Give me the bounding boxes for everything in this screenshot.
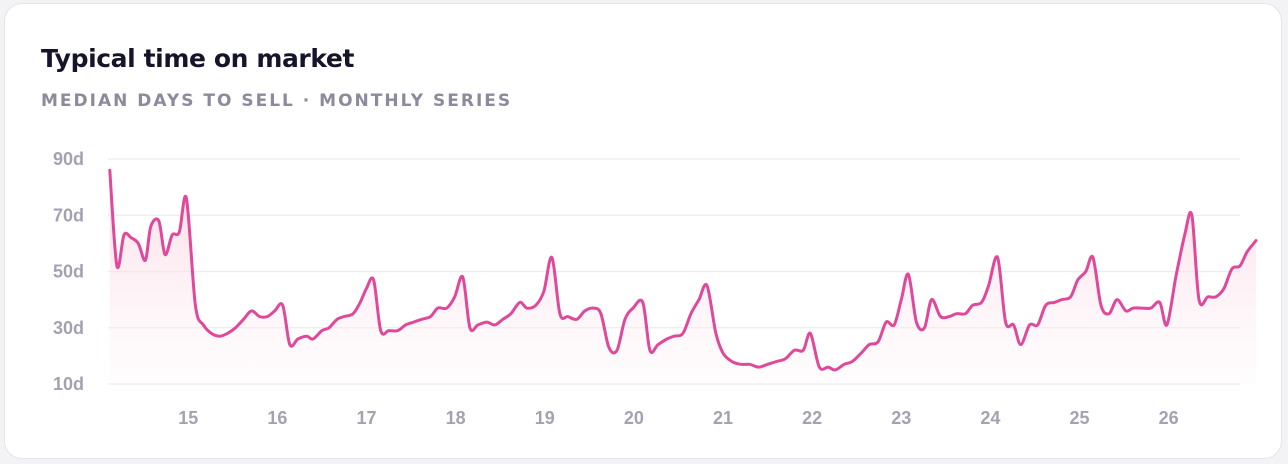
x-tick-label: 25 xyxy=(1070,408,1090,428)
x-tick-label: 24 xyxy=(980,408,1000,428)
series-line-layer xyxy=(108,168,1258,372)
area-fill-layer xyxy=(109,170,1256,384)
x-tick-label: 22 xyxy=(802,408,822,428)
x-tick-label: 20 xyxy=(624,408,644,428)
x-tick-label: 19 xyxy=(535,408,555,428)
x-tick-label: 23 xyxy=(891,408,911,428)
series-line xyxy=(108,168,1258,372)
y-tick-label: 90d xyxy=(53,149,84,169)
series-area xyxy=(109,170,1256,384)
x-tick-label: 21 xyxy=(713,408,733,428)
y-tick-label: 70d xyxy=(53,205,84,225)
chart-title: Typical time on market xyxy=(41,44,355,73)
y-axis-ticks: 90d 70d 50d 30d 10d xyxy=(53,149,84,394)
y-tick-label: 50d xyxy=(53,262,84,282)
x-tick-label: 15 xyxy=(178,408,198,428)
x-axis-ticks: 15 16 17 18 19 20 21 22 23 24 25 26 xyxy=(178,408,1179,428)
chart-subtitle: MEDIAN DAYS TO SELL · MONTHLY SERIES xyxy=(41,91,513,111)
x-tick-label: 18 xyxy=(446,408,466,428)
x-tick-label: 16 xyxy=(267,408,287,428)
y-tick-label: 10d xyxy=(53,374,84,394)
x-tick-label: 17 xyxy=(356,408,376,428)
y-tick-label: 30d xyxy=(53,318,84,338)
x-tick-label: 26 xyxy=(1159,408,1179,428)
